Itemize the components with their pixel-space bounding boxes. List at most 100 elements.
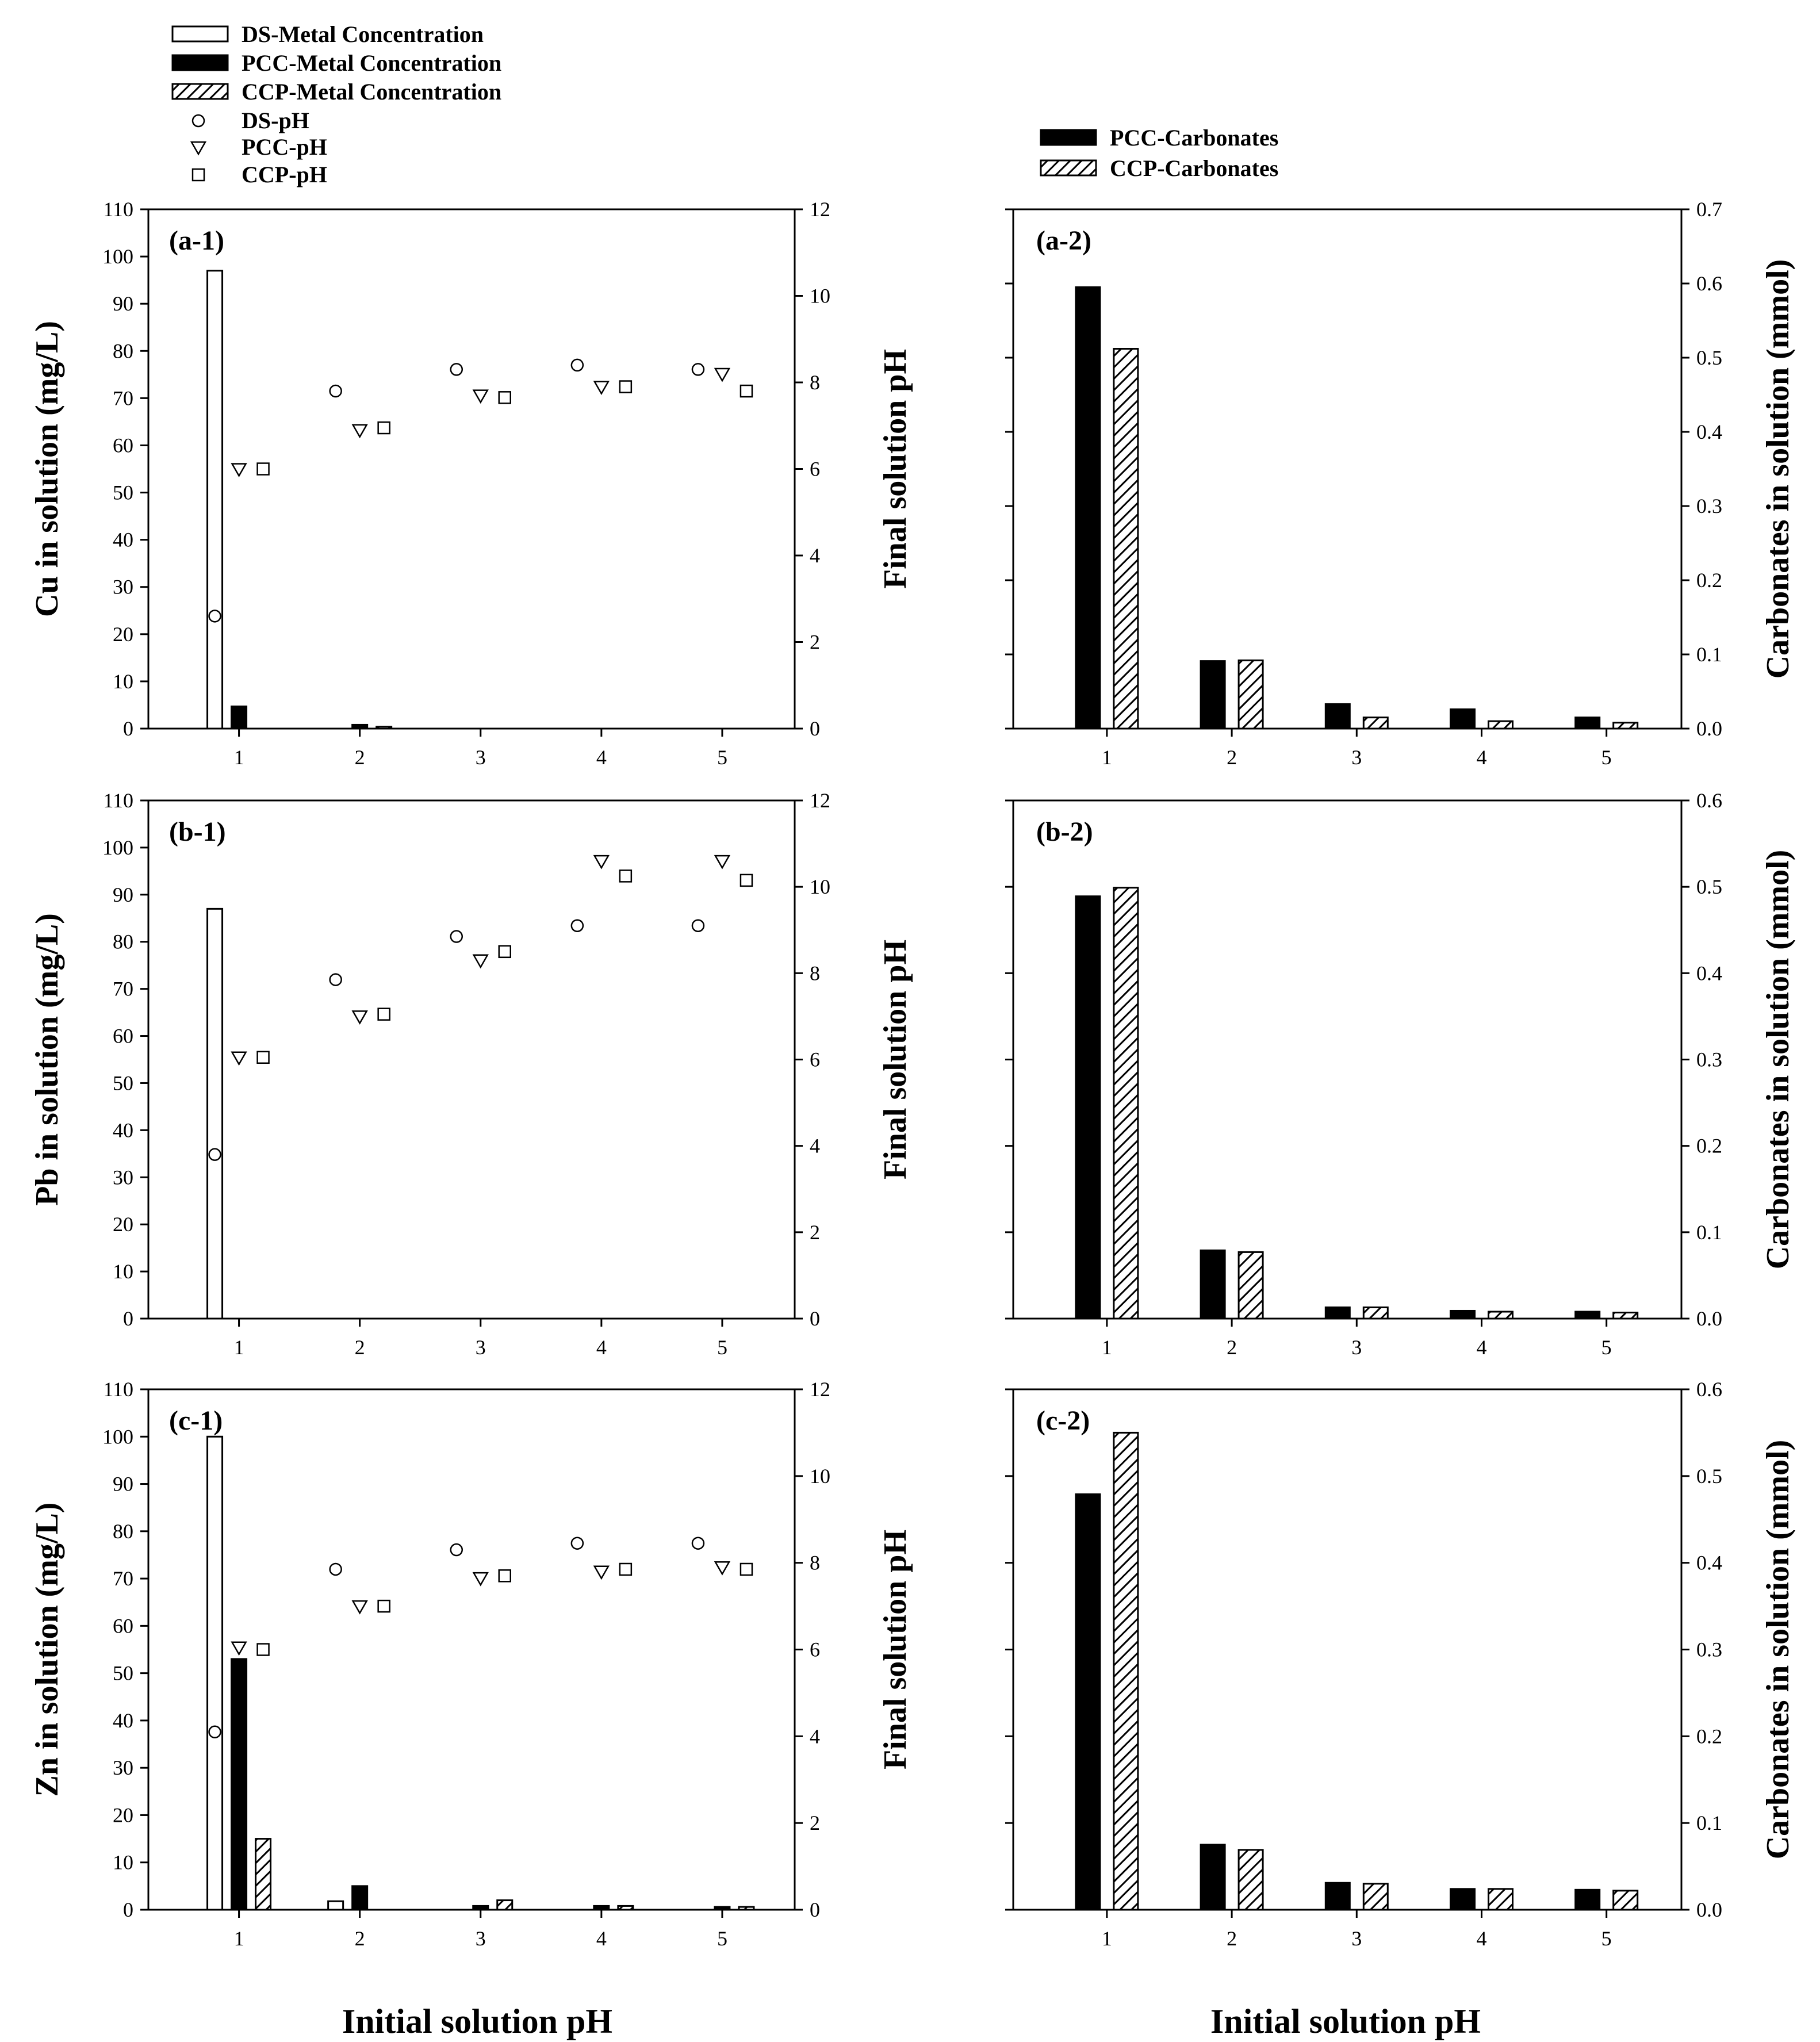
panel-label: (a-1) (169, 225, 224, 256)
point (377, 1599, 390, 1613)
point (256, 1643, 270, 1656)
bar (376, 726, 393, 730)
point (691, 363, 705, 376)
bar (231, 705, 248, 730)
y2-tick-label: 8 (810, 1551, 820, 1574)
point (256, 1051, 270, 1064)
bar (714, 1906, 731, 1911)
bar (1324, 703, 1351, 730)
point (740, 1562, 753, 1576)
y2-tick-label: 8 (810, 961, 820, 984)
point (619, 1562, 633, 1576)
point (472, 954, 489, 969)
point (208, 610, 221, 623)
bar (472, 1905, 489, 1911)
y-tick-label: 50 (113, 1071, 133, 1094)
plot-frame (147, 208, 796, 730)
y-axis-label: Zn in solution (mg/L) (29, 1503, 65, 1797)
bar (231, 1658, 248, 1911)
y2-tick-label: 6 (810, 1638, 820, 1661)
bar (1449, 708, 1476, 730)
y-tick-label: 0.1 (1696, 1221, 1722, 1244)
y-tick-label: 110 (103, 1378, 133, 1401)
y-tick-label: 60 (113, 434, 133, 457)
y-tick-label: 0.3 (1696, 495, 1722, 518)
bar (1200, 1249, 1226, 1320)
bar (351, 723, 369, 730)
bar (1237, 1849, 1264, 1911)
legend-swatch (1040, 159, 1097, 177)
bar (738, 1906, 755, 1911)
x-tick-label: 4 (596, 1927, 607, 1950)
y-tick-label: 0.4 (1696, 961, 1722, 984)
point (472, 389, 489, 404)
point (231, 463, 247, 478)
y-tick-label: 70 (113, 386, 133, 409)
y2-tick-label: 6 (810, 458, 820, 481)
bar (1487, 1311, 1514, 1320)
bar (1449, 1309, 1476, 1320)
point (329, 384, 342, 398)
y-tick-label: 80 (113, 930, 133, 953)
y-tick-label: 0 (123, 1898, 133, 1921)
legend-swatch (1040, 129, 1097, 146)
x-tick-label: 3 (476, 1336, 486, 1359)
x-tick-label: 1 (1102, 1927, 1112, 1950)
y-tick-label: 0.5 (1696, 875, 1722, 898)
point (714, 1561, 731, 1576)
y-tick-label: 0.0 (1696, 1898, 1722, 1921)
y-tick-label: 0.4 (1696, 420, 1722, 443)
bar (593, 1905, 610, 1911)
y2-tick-label: 0 (810, 1898, 820, 1921)
y-tick-label: 0 (123, 717, 133, 740)
bar (1612, 1311, 1639, 1320)
x-tick-label: 5 (717, 1336, 727, 1359)
x-tick-label: 4 (596, 746, 607, 769)
legend-label: DS-pH (242, 108, 309, 133)
legend-swatch (171, 25, 229, 43)
bar (1113, 348, 1139, 730)
x-tick-label: 4 (1476, 1927, 1486, 1950)
point (619, 869, 633, 883)
y2-axis-label: Final solution pH (878, 1530, 913, 1769)
legend-label: CCP-Metal Concentration (242, 79, 501, 105)
bar (1362, 1306, 1389, 1320)
bar (1449, 1888, 1476, 1911)
point (570, 1537, 584, 1550)
y2-axis-label: Final solution pH (878, 940, 913, 1179)
y-tick-label: 100 (102, 836, 133, 859)
y-tick-label: 70 (113, 1567, 133, 1590)
y-tick-label: 40 (113, 528, 133, 551)
bar (327, 1900, 344, 1911)
x-axis-label-left: Initial solution pH (342, 2002, 612, 2040)
y-tick-label: 80 (113, 1520, 133, 1543)
legend-label: PCC-Carbonates (1110, 125, 1278, 151)
point (351, 1010, 368, 1025)
bar (1487, 720, 1514, 730)
y2-tick-label: 0 (810, 1307, 820, 1330)
y-tick-label: 10 (113, 1851, 133, 1874)
point (231, 1641, 247, 1656)
x-tick-label: 1 (234, 1927, 244, 1950)
bar (1237, 1251, 1264, 1320)
bar (1113, 887, 1139, 1320)
bar (1075, 286, 1101, 730)
point (498, 391, 512, 404)
point (256, 462, 270, 476)
point (498, 1569, 512, 1583)
x-tick-label: 1 (234, 746, 244, 769)
y-tick-label: 0.2 (1696, 1135, 1722, 1158)
y-tick-label: 90 (113, 292, 133, 315)
bar (1113, 1431, 1139, 1911)
bar (206, 270, 224, 730)
y-tick-label: 0.0 (1696, 1307, 1722, 1330)
x-tick-label: 5 (1601, 1336, 1612, 1359)
bar (206, 1435, 224, 1911)
legend-right: PCC-Carbonates CCP-Carbonates (1040, 125, 1278, 181)
x-tick-label: 5 (717, 746, 727, 769)
y-tick-label: 90 (113, 1473, 133, 1496)
y-tick-label: 10 (113, 670, 133, 693)
x-tick-label: 1 (1102, 746, 1112, 769)
x-tick-label: 3 (476, 746, 486, 769)
legend-marker (191, 114, 205, 128)
